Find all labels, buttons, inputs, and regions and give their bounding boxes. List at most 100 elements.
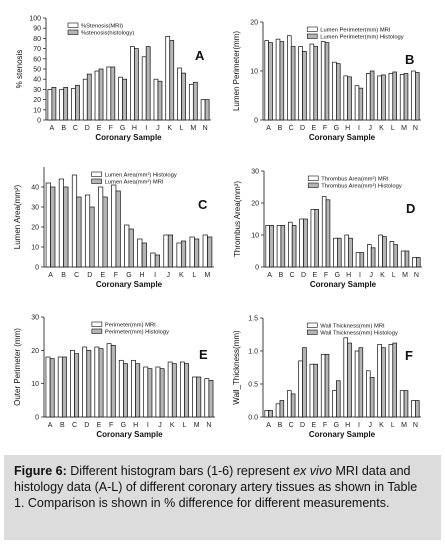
x-tick-label: M	[205, 272, 211, 279]
bar-B-F-s1	[320, 41, 326, 121]
x-tick-label: N	[203, 125, 208, 132]
bar-A-H-s2	[134, 48, 139, 121]
bar-B-I-s1	[354, 85, 360, 121]
x-tick-label: B	[60, 422, 65, 429]
bar-F-L-s2	[392, 342, 397, 418]
bar-D-F-s1	[321, 196, 327, 268]
bar-D-K-s2	[382, 236, 387, 268]
y-tick-label: 0	[35, 265, 39, 272]
bar-B-M-s2	[403, 73, 409, 121]
x-tick-label: H	[140, 272, 145, 279]
bar-A-N-s1	[200, 99, 206, 121]
x-tick-label: B	[61, 272, 66, 279]
y-tick-label: 70	[33, 46, 41, 53]
y-tick-label: 10	[251, 233, 259, 240]
bar-A-M-s2	[192, 81, 198, 121]
x-tick-label: C	[73, 125, 78, 132]
y-tick-label: 30	[251, 169, 259, 176]
bar-A-C-s2	[75, 84, 80, 121]
x-tick-label: F	[109, 125, 113, 132]
bar-C-G-s2	[128, 228, 134, 268]
bar-B-H-s2	[347, 76, 352, 121]
bar-C-H-s1	[137, 238, 143, 268]
bar-E-K-s1	[167, 361, 173, 418]
x-tick-label: D	[300, 125, 305, 132]
bar-D-K-s1	[378, 234, 383, 268]
bar-F-K-s1	[377, 344, 382, 418]
x-tick-label: D	[84, 422, 89, 429]
legend-swatch	[91, 328, 103, 334]
bar-C-A-s1	[45, 182, 51, 268]
x-tick-label: I	[358, 422, 360, 429]
x-tick-label: M	[190, 125, 196, 132]
legend-label: Wall Thickness(mm) Histology	[320, 331, 398, 337]
bar-D-N-s2	[416, 257, 421, 268]
x-tick-label: E	[101, 272, 106, 279]
bar-F-H-s1	[343, 337, 348, 418]
x-axis-label: Coronary Sample	[96, 280, 163, 289]
bar-C-C-s2	[76, 196, 82, 268]
bar-D-D-s1	[299, 218, 304, 268]
legend-label: %stenosis(histology)	[81, 31, 134, 37]
x-tick-label: J	[158, 422, 162, 429]
panel-letter-F: F	[405, 348, 413, 363]
legend-swatch	[67, 29, 79, 35]
x-tick-label: G	[121, 422, 126, 429]
bar-F-C-s1	[287, 390, 292, 418]
bar-D-M-s2	[404, 250, 410, 268]
legend-swatch	[91, 321, 103, 327]
chart-panel-C: 0 10 20 30 40 A B C D E F G H I J K L M Coronary Sample Lum…	[13, 167, 214, 289]
x-tick-label: M	[194, 422, 200, 429]
bar-E-C-s1	[70, 349, 75, 418]
x-tick-label: E	[311, 422, 316, 429]
bar-A-K-s2	[169, 40, 175, 121]
legend-swatch	[91, 178, 102, 184]
bar-C-C-s1	[71, 174, 78, 268]
bar-D-G-s2	[337, 237, 342, 268]
x-tick-label: A	[48, 422, 53, 429]
bar-D-J-s1	[367, 244, 372, 268]
bar-F-M-s1	[399, 390, 405, 418]
x-tick-label: H	[346, 272, 351, 279]
bar-C-A-s2	[50, 186, 56, 268]
bar-D-L-s2	[393, 244, 398, 268]
x-tick-label: G	[334, 125, 339, 132]
bar-A-C-s1	[71, 88, 76, 121]
y-tick-label: 0	[35, 415, 39, 422]
legend-label: Thrombus Area(mm²) MRI	[321, 177, 389, 183]
y-axis-label: Wall_Thickness(mm)	[232, 330, 241, 405]
x-tick-label: F	[114, 272, 118, 279]
x-tick-label: E	[97, 125, 102, 132]
bar-D-B-s1	[276, 225, 282, 268]
x-tick-label: C	[289, 422, 294, 429]
bar-F-E-s2	[313, 363, 318, 418]
x-tick-label: H	[132, 125, 137, 132]
bar-C-K-s2	[180, 240, 187, 268]
bar-A-G-s2	[122, 78, 127, 121]
bar-D-C-s2	[291, 225, 297, 268]
bar-E-K-s2	[171, 363, 177, 418]
x-tick-label: L	[192, 272, 196, 279]
bar-C-D-s1	[84, 194, 91, 268]
x-tick-label: G	[335, 272, 340, 279]
y-axis-label: % stenosis	[15, 50, 24, 89]
x-tick-label: D	[300, 422, 305, 429]
bar-B-B-s1	[275, 38, 281, 121]
bar-A-J-s2	[157, 80, 163, 121]
x-axis-label: Coronary Sample	[95, 133, 162, 142]
x-axis-label: Coronary Sample	[309, 430, 376, 439]
x-tick-label: J	[166, 272, 170, 279]
caption-text-1: Different histogram bars (1-6) represent	[66, 464, 294, 478]
x-tick-label: I	[359, 272, 361, 279]
caption-italic: ex vivo	[293, 464, 332, 478]
bar-A-N-s2	[204, 99, 210, 121]
bar-A-D-s2	[86, 73, 92, 121]
y-tick-label: 40	[33, 77, 41, 84]
bar-D-I-s2	[359, 252, 365, 268]
x-tick-label: M	[401, 422, 407, 429]
bar-A-G-s1	[118, 76, 123, 121]
bar-C-J-s2	[167, 234, 174, 268]
bar-F-N-s2	[415, 400, 420, 418]
